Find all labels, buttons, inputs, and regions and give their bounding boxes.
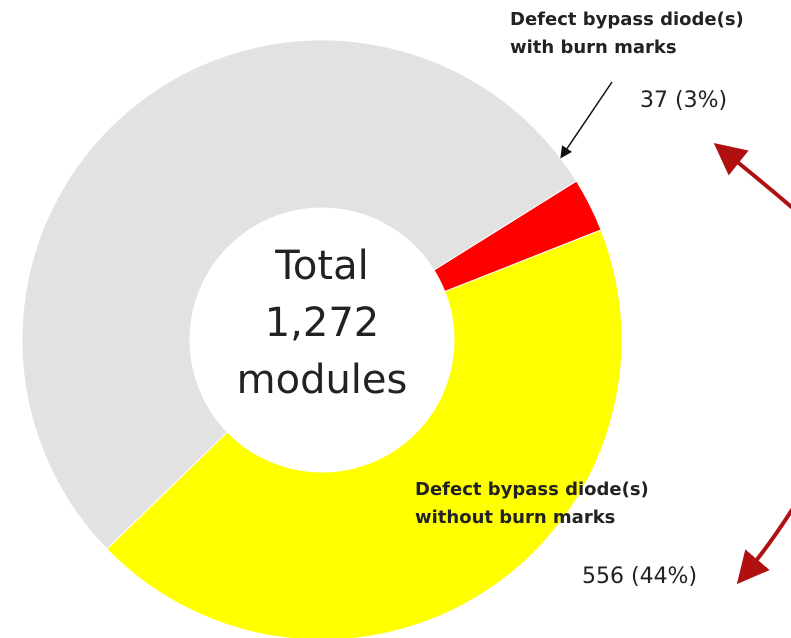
arrow [736, 507, 791, 585]
category-label: Defect bypass diode(s) without burn mark… [415, 479, 649, 528]
value-label: 37 (3%) [640, 88, 728, 113]
center-label: modules [237, 357, 408, 403]
slice [21, 39, 578, 550]
slice [106, 229, 623, 638]
category-label: Defect bypass diode(s) with burn marks [510, 9, 744, 58]
slices [21, 39, 623, 638]
leader-line [560, 81, 613, 159]
center-label: 1,272 [265, 300, 380, 346]
arrow [713, 143, 791, 210]
value-label: 556 (44%) [582, 564, 698, 589]
center-label: Total [274, 243, 368, 289]
